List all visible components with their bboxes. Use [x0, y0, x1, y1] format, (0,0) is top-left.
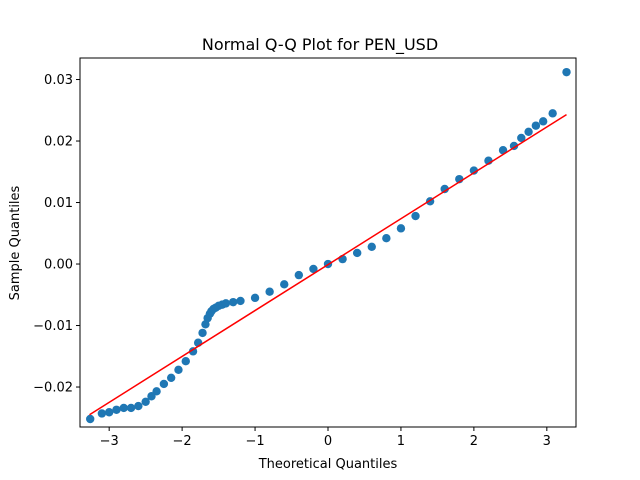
data-point [538, 117, 548, 126]
x-tick-label: −1 [245, 434, 264, 449]
data-point [126, 403, 136, 413]
x-axis-label: Theoretical Quantiles [258, 457, 398, 472]
data-point [396, 224, 406, 233]
data-point [159, 379, 169, 389]
reference-line [89, 113, 567, 416]
data-point [524, 127, 533, 136]
y-tick-label: 0.02 [44, 135, 73, 150]
y-tick-label: −0.01 [33, 319, 73, 334]
data-point [181, 356, 190, 366]
data-point [411, 211, 420, 221]
data-point [86, 414, 95, 424]
data-point [250, 293, 260, 303]
plot-area [86, 67, 571, 424]
data-point [228, 297, 238, 307]
data-point [97, 409, 107, 418]
data-point [134, 401, 143, 411]
x-tick-label: 2 [470, 434, 478, 449]
x-tick-label: −2 [173, 434, 192, 449]
data-point [188, 347, 198, 356]
data-point [221, 299, 231, 308]
chart-title: Normal Q-Q Plot for PEN_USD [202, 35, 438, 55]
data-point [469, 166, 479, 175]
data-point [382, 233, 391, 243]
data-point [352, 248, 362, 258]
data-point [280, 280, 289, 289]
data-point [166, 373, 176, 382]
data-point [141, 397, 150, 406]
data-point [112, 405, 121, 414]
data-point [198, 328, 207, 338]
data-point [294, 270, 304, 280]
x-tick-label: 0 [324, 434, 332, 449]
x-tick-label: 3 [543, 434, 551, 449]
y-tick-label: −0.02 [33, 381, 73, 396]
data-point [548, 109, 557, 118]
data-point [265, 287, 274, 296]
x-tick-label: −3 [100, 434, 119, 449]
x-tick-label: 1 [397, 434, 405, 449]
data-point [309, 264, 318, 274]
data-point [509, 141, 519, 151]
y-tick-label: 0.01 [44, 196, 73, 211]
data-point [174, 365, 183, 375]
data-point [104, 408, 114, 417]
data-point [531, 121, 541, 130]
data-point [367, 242, 376, 252]
data-point [440, 184, 449, 194]
data-point [562, 67, 571, 77]
y-axis-label: Sample Quantiles [8, 185, 23, 300]
data-point [152, 387, 161, 396]
y-tick-label: 0.00 [44, 258, 73, 273]
data-point [119, 403, 128, 413]
y-tick-label: 0.03 [44, 73, 73, 88]
data-point [517, 133, 526, 143]
axes: −3 −2 −1 0 1 2 3 −0.02 −0.01 0.00 0.01 0.02 0.03 [33, 57, 577, 449]
data-point [236, 296, 245, 306]
